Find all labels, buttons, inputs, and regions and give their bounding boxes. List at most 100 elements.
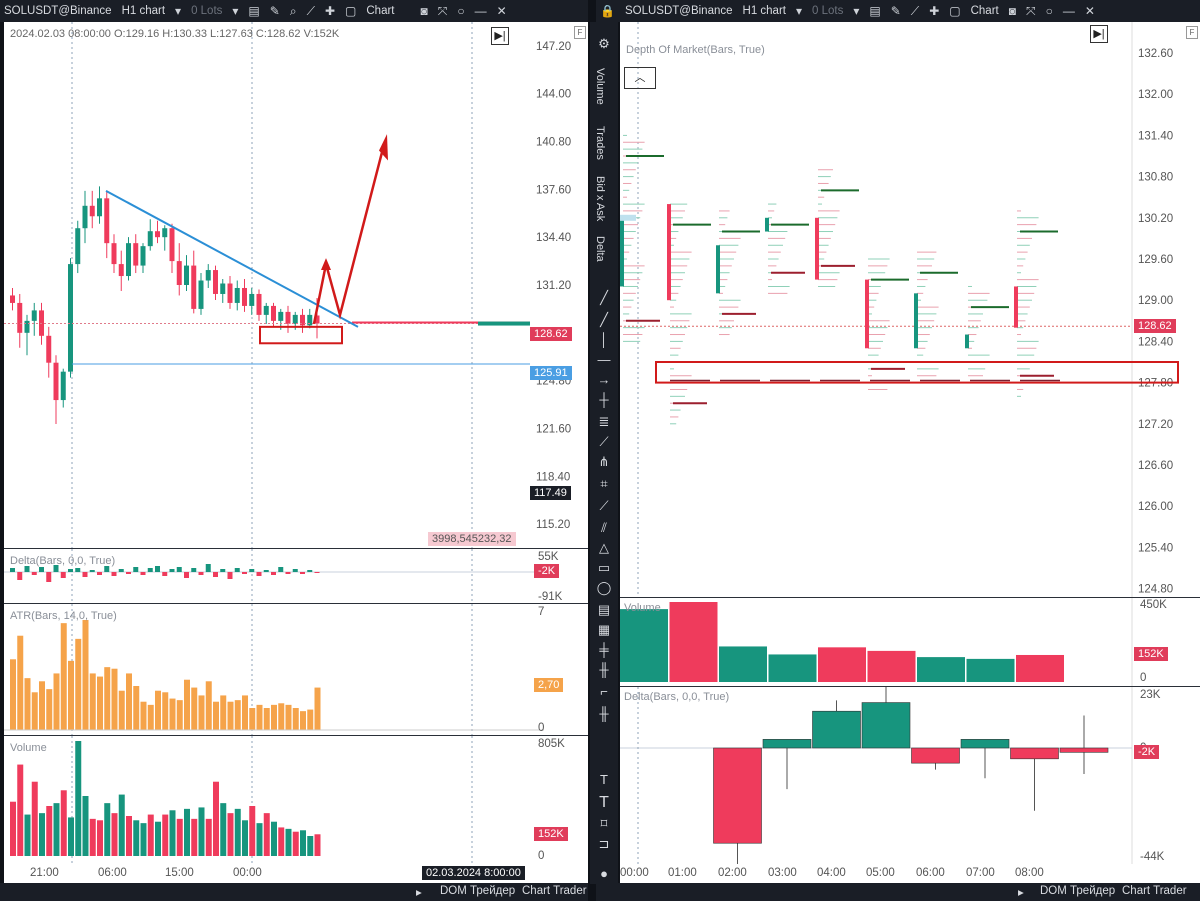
label-icon[interactable]: ⌑ [600,816,608,831]
time-tick: 15:00 [165,867,194,879]
right-volume-pane[interactable]: Volume 450K 0 152K [620,598,1200,686]
close-icon[interactable]: ✕ [496,4,507,18]
f-indicator[interactable]: F [1186,26,1198,39]
minimize-icon[interactable]: — [1062,4,1075,18]
volume-profile-icon[interactable]: ▤ [597,602,611,617]
left-atr-pane[interactable]: ATR(Bars, 14,0, True) 7 0 2,70 [4,604,588,735]
camera-icon[interactable]: ◙ [420,4,428,18]
triangle-icon[interactable]: △ [599,540,609,555]
horizontal-line-icon[interactable]: — [597,352,611,367]
scroll-right-icon[interactable]: ▸ [1018,887,1024,899]
rectangle-icon[interactable]: ▭ [597,560,611,575]
indicators-icon[interactable]: ⟋ [910,3,920,18]
expand-icon[interactable]: ⤧ [437,3,448,18]
candle-body [227,283,233,303]
tab-volume[interactable]: Volume [594,68,606,105]
candle-body [162,228,168,238]
right-delta-pane[interactable]: Delta(Bars, 0,0, True) 23K 0 -44K -2K [620,687,1200,864]
chevron-down-icon[interactable]: ▾ [175,4,182,18]
lots-field[interactable]: 0 Lots [812,5,844,17]
scroll-right-icon[interactable]: ▸ [416,887,422,899]
price-tick: 126.60 [1138,460,1173,472]
pencil-icon[interactable]: ✎ [890,4,901,18]
atr-bar [24,678,31,730]
tab-bid-ask[interactable]: Bid x Ask [594,176,606,222]
cluster-icon[interactable]: ╪ [599,642,609,657]
dom-trader-button[interactable]: DOM Трейдер [1040,885,1116,897]
gear-icon[interactable]: ⚙ [598,36,610,51]
chevron-down-icon[interactable]: ▾ [232,4,239,18]
timeframe-selector[interactable]: H1 chart [742,5,786,17]
price-tick: 131.20 [536,280,571,292]
left-volume-pane[interactable]: Volume 805K 0 152K [4,736,588,864]
circle-icon[interactable]: ○ [1045,4,1053,18]
volume-bar [234,808,241,856]
left-delta-pane[interactable]: Delta(Bars, 0,0, True) 55K -91K -2K [4,549,588,603]
atr-tick-top: 7 [538,606,545,618]
chart-type-icon[interactable]: ▤ [248,4,260,18]
candle-body [60,371,66,401]
arrow-icon[interactable]: → [597,372,611,387]
left-price-pane[interactable]: 147.20 144.00 140.80 137.60 134.40 131.20 128.… [4,22,588,548]
channel-icon[interactable]: ⫽ [601,520,607,535]
lots-field[interactable]: 0 Lots [191,5,223,17]
indicators-icon[interactable]: ⟋ [306,3,315,18]
atr-bar [184,679,190,730]
symbol-label[interactable]: SOLUSDT@Binance [624,5,733,17]
line-icon[interactable]: ╱ [600,290,608,305]
text-large-icon[interactable]: T [599,794,609,811]
chevron-down-icon[interactable]: ▾ [853,4,860,18]
expand-icon[interactable]: ⤧ [1025,3,1036,18]
trend-icon[interactable]: ⟋ [599,434,609,449]
lock-icon[interactable]: 🔒 [600,4,615,18]
right-time-axis[interactable]: 00:00 01:00 02:00 03:00 04:00 05:00 06:0… [620,864,1200,884]
fib-icon[interactable]: ≣ [598,414,610,429]
chevron-down-icon[interactable]: ▾ [795,4,803,18]
comment-icon[interactable]: ⊐ [598,836,610,851]
record-icon[interactable]: ● [600,866,608,881]
symbol-label[interactable]: SOLUSDT@Binance [4,5,112,17]
delta-tick-top: 23K [1140,689,1161,701]
zoom-icon[interactable]: ⌕ [289,3,297,18]
delta-profile-icon[interactable]: ╫ [599,662,609,677]
timeframe-selector[interactable]: H1 chart [121,5,166,17]
text-icon[interactable]: T [600,772,608,787]
camera-icon[interactable]: ◙ [1008,4,1016,18]
window-icon[interactable]: ▢ [949,4,961,18]
level-icon[interactable]: ⌐ [600,684,608,699]
crosshair-icon[interactable]: ┼ [599,392,609,407]
left-time-axis[interactable]: 21:00 06:00 15:00 00:00 02.03.2024 8:00:… [4,864,588,884]
circle-icon[interactable]: ○ [457,4,465,18]
tab-trades[interactable]: Trades [594,126,606,160]
dom-trader-button[interactable]: DOM Трейдер [440,885,516,897]
chart-type-icon[interactable]: ▤ [869,4,881,18]
tab-delta[interactable]: Delta [594,236,606,262]
chart-trader-button[interactable]: Chart Trader [1122,885,1187,897]
plus-icon[interactable]: ✚ [929,4,940,18]
market-profile-icon[interactable]: ▦ [597,622,611,637]
chart-button[interactable]: Chart [970,5,999,17]
plus-icon[interactable]: ✚ [324,4,336,18]
ellipse-icon[interactable]: ◯ [596,580,612,595]
delta-bar [39,567,44,572]
minimize-icon[interactable]: — [474,4,487,18]
right-price-pane[interactable]: 132.60 132.00 131.40 130.80 130.20 129.60 129.… [620,22,1200,597]
vertical-line-icon[interactable]: │ [599,332,609,347]
pencil-icon[interactable]: ✎ [269,4,280,18]
window-icon[interactable]: ▢ [345,4,357,18]
volume-bar [205,818,212,856]
volume-bar [1016,654,1064,682]
brush-icon[interactable]: ⌗ [600,476,608,491]
close-icon[interactable]: ✕ [1084,4,1095,18]
ruler-icon[interactable]: ⟋ [599,498,609,513]
collapse-button[interactable]: ︿ [624,67,656,89]
scroll-right-button[interactable]: ▶| [491,27,509,45]
f-indicator[interactable]: F [574,26,586,39]
pitchfork-icon[interactable]: ⋔ [598,454,610,469]
scroll-right-button[interactable]: ▶| [1090,25,1108,43]
chart-trader-button[interactable]: Chart Trader [522,885,587,897]
ray-icon[interactable]: ╱ [600,312,608,327]
trendline [105,189,359,328]
chart-button[interactable]: Chart [366,5,395,17]
bars-icon[interactable]: ╫ [599,706,609,721]
